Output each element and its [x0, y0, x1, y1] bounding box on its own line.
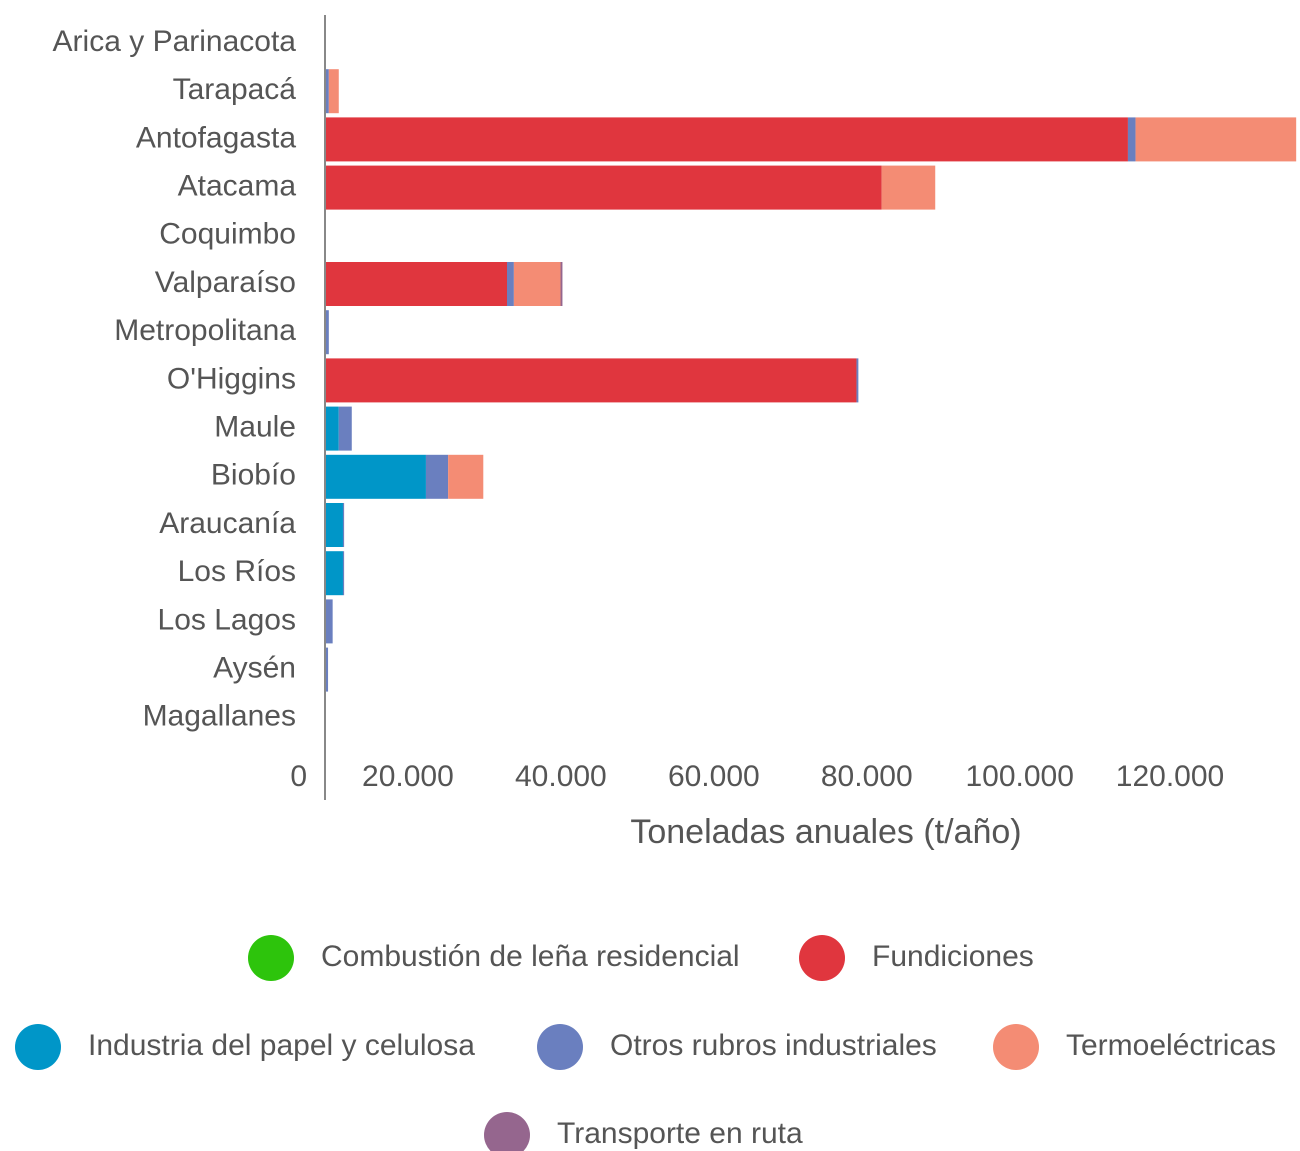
bar-segment: [325, 165, 882, 210]
bar-segment: [1135, 117, 1297, 162]
bar-segment: [325, 503, 343, 547]
y-tick-label: Metropolitana: [114, 314, 296, 347]
legend-label: Industria del papel y celulosa: [88, 1029, 475, 1062]
y-tick-label: Aysén: [213, 652, 296, 685]
bar-segment: [325, 599, 333, 644]
y-tick-label: Magallanes: [143, 700, 296, 733]
legend-label: Transporte en ruta: [557, 1117, 803, 1150]
bar-segment: [325, 647, 329, 692]
bar-segment: [513, 262, 561, 306]
legend-label: Termoeléctricas: [1066, 1029, 1276, 1062]
legend-marker: [15, 1024, 61, 1070]
bar-segment: [425, 454, 449, 499]
bar-segment: [856, 358, 859, 403]
bar-segment: [325, 117, 1128, 162]
bar-segment: [325, 406, 339, 451]
y-tick-label: Los Ríos: [178, 555, 296, 588]
x-axis-title: Toneladas anuales (t/año): [630, 813, 1021, 851]
bar-segment: [325, 69, 329, 114]
y-tick-label: Coquimbo: [159, 218, 296, 251]
x-tick-label: 60.000: [668, 760, 760, 793]
bar-segment: [560, 262, 563, 306]
y-tick-label: Biobío: [211, 459, 296, 492]
x-tick-label: 20.000: [362, 760, 454, 793]
legend-marker: [799, 935, 845, 981]
bar-segment: [342, 503, 345, 547]
x-tick-label: 80.000: [821, 760, 913, 793]
y-tick-label: Araucanía: [159, 507, 296, 540]
legend-label: Otros rubros industriales: [610, 1029, 937, 1062]
bar-segment: [507, 262, 514, 306]
y-tick-label: O'Higgins: [167, 362, 296, 395]
x-tick-label: 100.000: [965, 760, 1073, 793]
legend-marker: [248, 935, 294, 981]
legend-label: Fundiciones: [872, 940, 1034, 973]
bar-segment: [342, 551, 345, 596]
bar-segment: [325, 262, 507, 306]
bar-segment: [325, 454, 426, 499]
x-tick-label: 0: [290, 760, 307, 793]
y-tick-label: Los Lagos: [158, 603, 296, 636]
bar-segment: [881, 165, 936, 210]
bar-segment: [328, 69, 339, 114]
y-tick-label: Atacama: [178, 170, 297, 203]
legend-label: Combustión de leña residencial: [321, 940, 740, 973]
bar-segment: [325, 358, 857, 403]
x-tick-label: 40.000: [515, 760, 607, 793]
x-tick-label: 120.000: [1116, 760, 1224, 793]
legend-marker: [484, 1112, 530, 1151]
bar-segment: [325, 310, 329, 355]
bar-segment: [338, 406, 352, 451]
legend-marker: [993, 1024, 1039, 1070]
bar-segment: [325, 551, 343, 596]
y-tick-label: Tarapacá: [173, 73, 297, 106]
y-tick-label: Arica y Parinacota: [53, 25, 297, 58]
bar-segment: [1127, 117, 1136, 162]
legend-marker: [537, 1024, 583, 1070]
bar-segment: [448, 454, 484, 499]
y-tick-label: Valparaíso: [155, 266, 296, 299]
y-tick-label: Antofagasta: [136, 121, 296, 154]
y-tick-label: Maule: [214, 411, 296, 444]
